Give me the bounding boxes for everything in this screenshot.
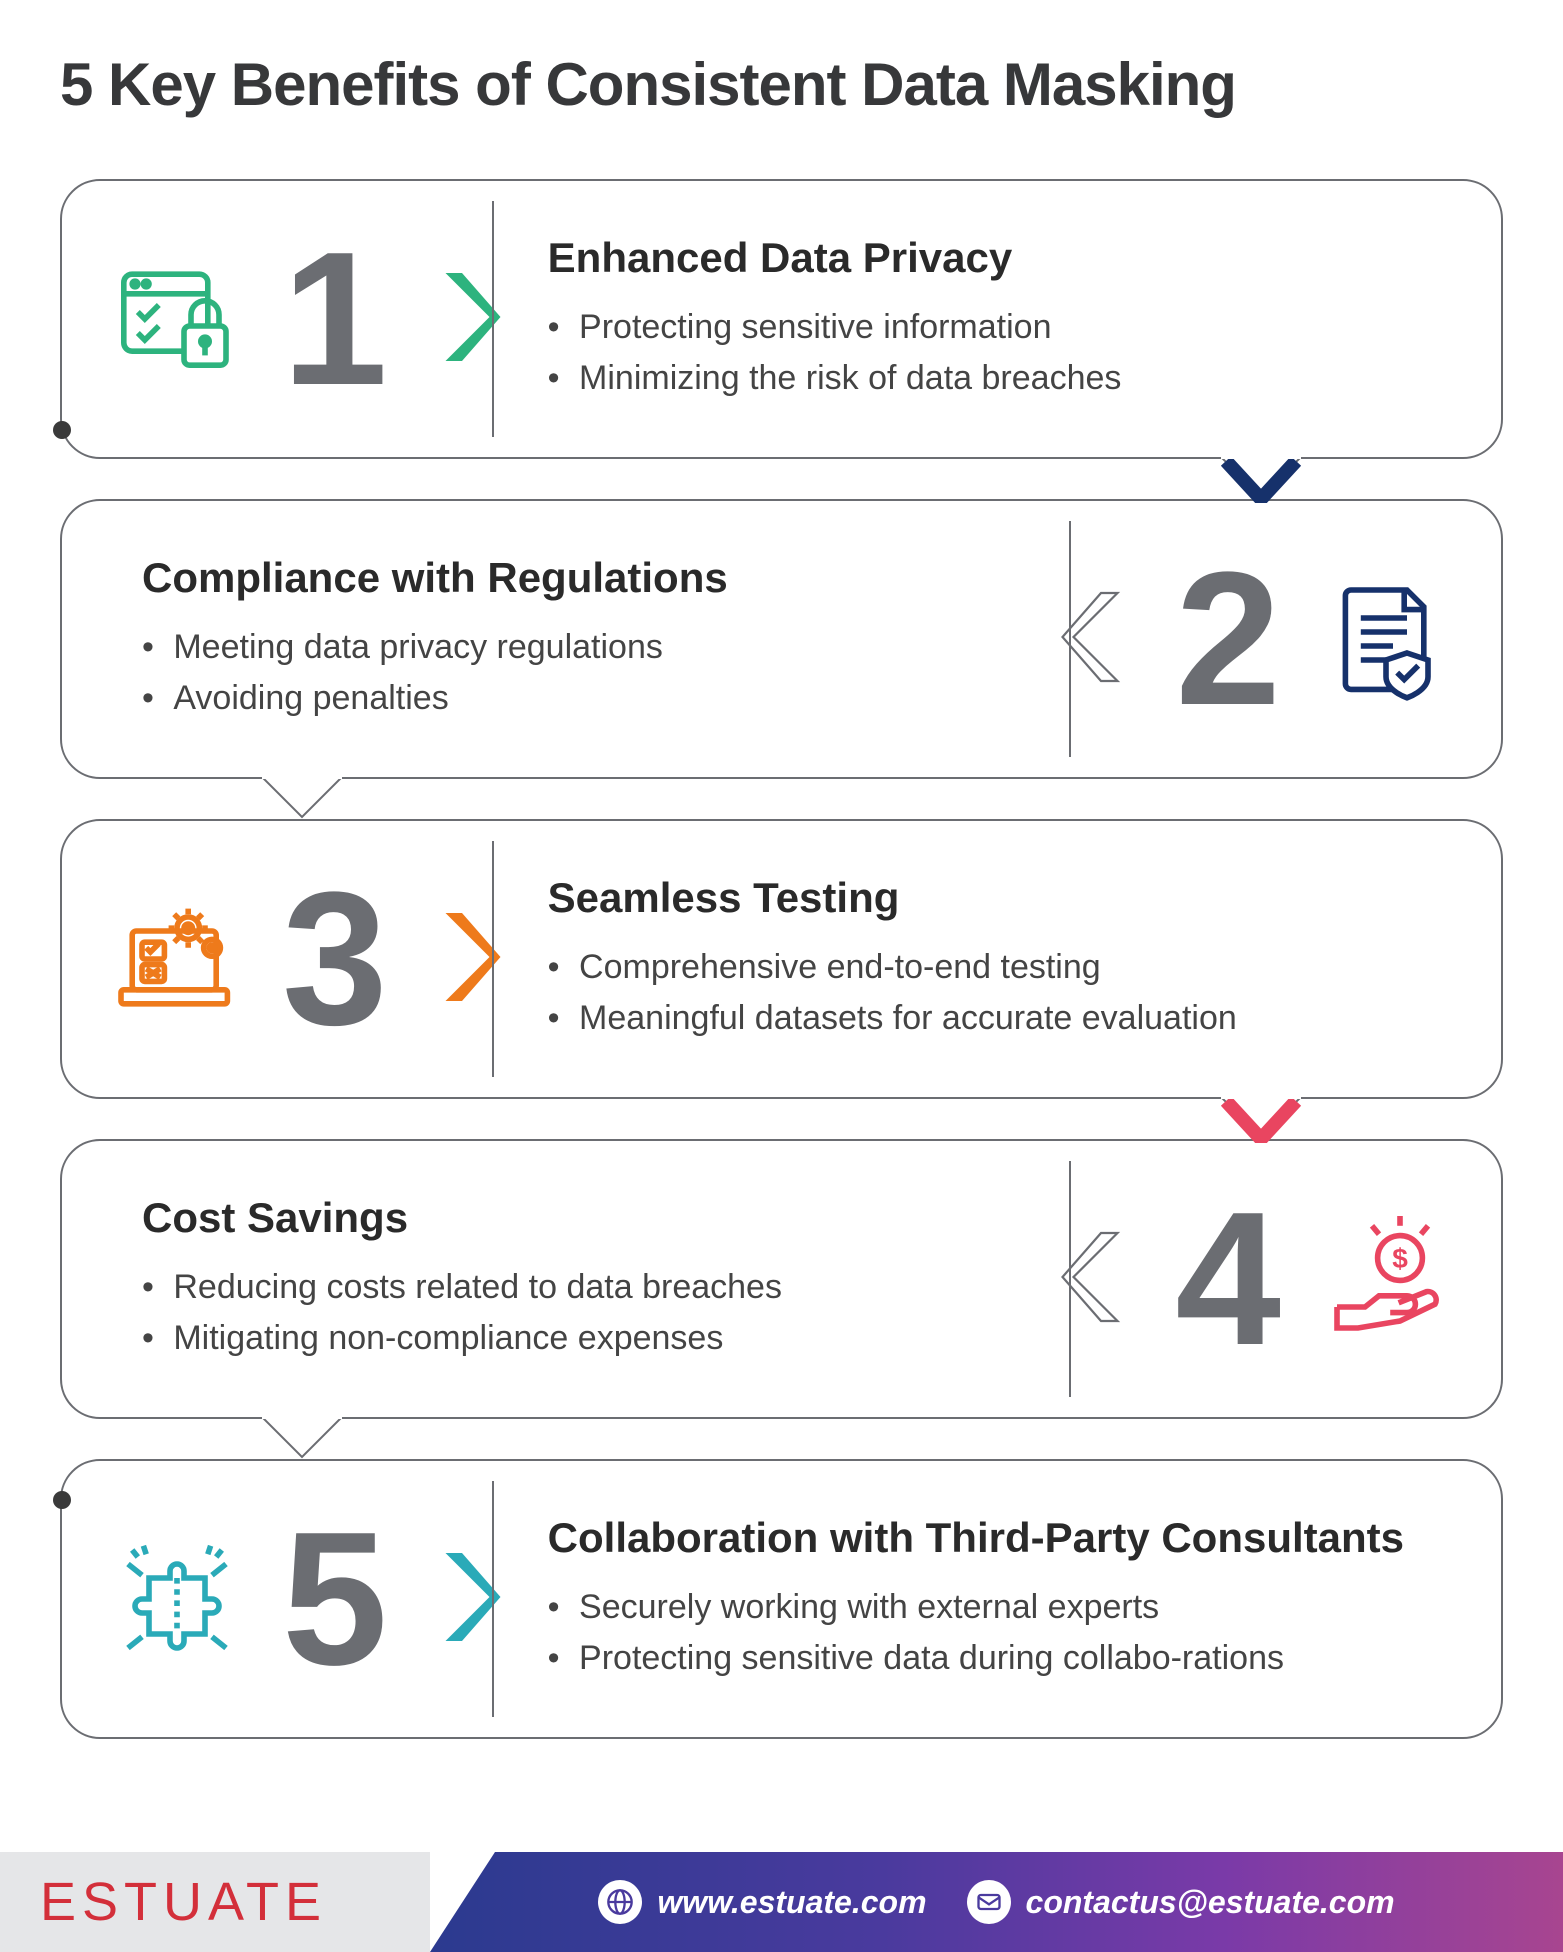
puzzle-hands-icon (102, 1524, 252, 1674)
page-title: 5 Key Benefits of Consistent Data Maskin… (60, 50, 1503, 119)
benefit-title: Cost Savings (142, 1194, 1015, 1242)
footer-brand-area: ESTUATE (0, 1852, 430, 1952)
mail-icon (967, 1880, 1011, 1924)
benefit-card-4: Cost Savings Reducing costs related to d… (60, 1139, 1503, 1419)
divider (1069, 521, 1071, 757)
divider (1069, 1161, 1071, 1397)
benefit-card-5: 5 Collaboration with Third-Party Consult… (60, 1459, 1503, 1739)
svg-text:$: $ (1392, 1243, 1408, 1274)
lock-browser-icon (102, 244, 252, 394)
website-link[interactable]: www.estuate.com (598, 1880, 926, 1924)
benefit-bullets: Reducing costs related to data breaches … (142, 1262, 1015, 1364)
connector-arrow-down (1221, 459, 1301, 503)
benefit-bullets: Meeting data privacy regulations Avoidin… (142, 622, 1015, 724)
connector-dot (53, 421, 71, 439)
benefit-title: Collaboration with Third-Party Consultan… (548, 1514, 1441, 1562)
benefit-title: Compliance with Regulations (142, 554, 1015, 602)
benefit-number: 3 (282, 864, 388, 1054)
benefit-card-2: Compliance with Regulations Meeting data… (60, 499, 1503, 779)
chevron-left-icon (1055, 1222, 1125, 1337)
chevron-left-icon (1055, 582, 1125, 697)
benefit-title: Seamless Testing (548, 874, 1441, 922)
chevron-right-icon (438, 1542, 508, 1657)
footer: ESTUATE www.estuate.com contactus@estuat… (0, 1852, 1563, 1952)
email-link[interactable]: contactus@estuate.com (967, 1880, 1395, 1924)
cards-list: 1 Enhanced Data Privacy Protecting sensi… (60, 179, 1503, 1739)
divider (492, 841, 494, 1077)
document-shield-icon (1311, 564, 1461, 714)
footer-contact-area: www.estuate.com contactus@estuate.com (430, 1852, 1563, 1952)
connector-tail (1221, 455, 1301, 499)
hand-coin-icon: $ (1311, 1204, 1461, 1354)
laptop-gears-icon (102, 884, 252, 1034)
benefit-number: 1 (282, 224, 388, 414)
divider (492, 1481, 494, 1717)
connector-tail (262, 1415, 342, 1459)
connector-arrow-down (1221, 1099, 1301, 1143)
benefit-card-1: 1 Enhanced Data Privacy Protecting sensi… (60, 179, 1503, 459)
benefit-bullets: Comprehensive end-to-end testing Meaning… (548, 942, 1441, 1044)
divider (492, 201, 494, 437)
benefit-number: 4 (1175, 1184, 1281, 1374)
benefit-number: 2 (1175, 544, 1281, 734)
benefit-number: 5 (282, 1504, 388, 1694)
brand-logo: ESTUATE (40, 1871, 327, 1933)
connector-dot (53, 1491, 71, 1509)
benefit-bullets: Protecting sensitive information Minimiz… (548, 302, 1441, 404)
connector-tail (1221, 1095, 1301, 1139)
benefit-title: Enhanced Data Privacy (548, 234, 1441, 282)
globe-icon (598, 1880, 642, 1924)
connector-tail (262, 775, 342, 819)
chevron-right-icon (438, 902, 508, 1017)
benefit-card-3: 3 Seamless Testing Comprehensive end-to-… (60, 819, 1503, 1099)
benefit-bullets: Securely working with external experts P… (548, 1582, 1441, 1684)
chevron-right-icon (438, 262, 508, 377)
